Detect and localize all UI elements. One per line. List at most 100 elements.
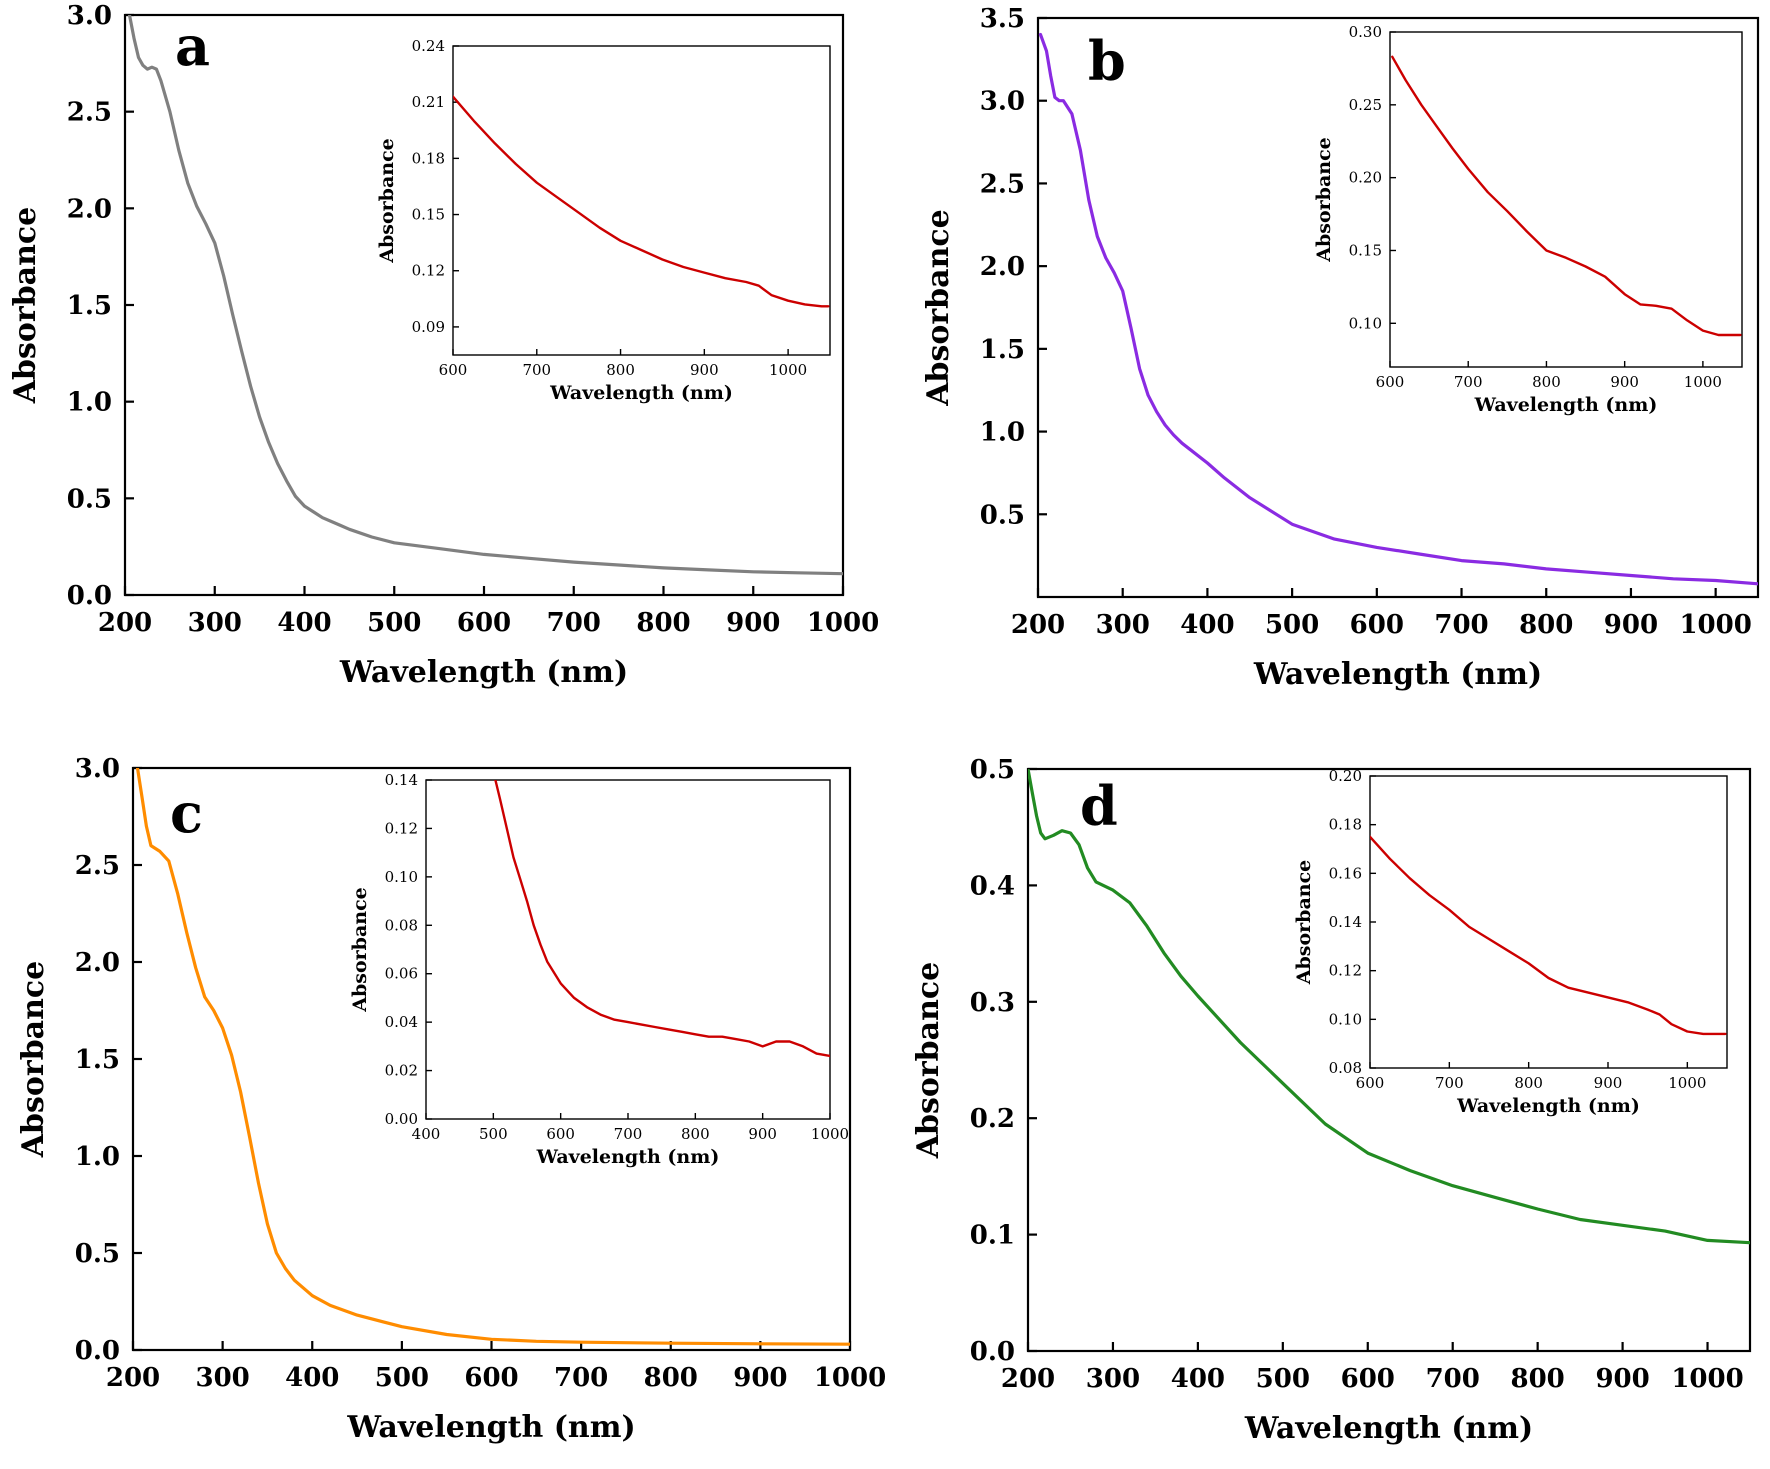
- inset-x-axis-title: Wavelength (nm): [549, 382, 733, 404]
- inset-x-tick-label: 1000: [1684, 373, 1722, 391]
- y-tick-label: 2.0: [75, 948, 120, 978]
- x-tick-label: 900: [726, 608, 780, 638]
- inset-y-tick-label: 0.04: [385, 1013, 418, 1031]
- inset-x-tick-label: 900: [1594, 1074, 1623, 1092]
- inset-y-tick-label: 0.20: [1329, 767, 1362, 785]
- inset-y-axis-title: Absorbance: [1313, 137, 1335, 262]
- inset-background: [1390, 32, 1742, 367]
- x-tick-label: 800: [644, 1363, 698, 1393]
- inset-x-tick-label: 1000: [769, 361, 807, 379]
- inset-x-tick-label: 500: [479, 1125, 508, 1143]
- inset-y-tick-label: 0.02: [385, 1062, 418, 1080]
- inset-x-tick-label: 1000: [1668, 1074, 1706, 1092]
- y-tick-label: 2.5: [67, 98, 112, 128]
- x-tick-label: 400: [277, 608, 331, 638]
- inset-plot-frame: [452, 45, 831, 356]
- x-tick-label: 700: [554, 1363, 608, 1393]
- x-tick-label: 1000: [1679, 610, 1751, 640]
- x-tick-label: 300: [1086, 1364, 1140, 1394]
- x-tick-label: 700: [547, 608, 601, 638]
- inset-y-axis-title: Absorbance: [349, 887, 371, 1012]
- x-tick-label: 300: [188, 608, 242, 638]
- inset-x-tick-label: 900: [1610, 373, 1639, 391]
- x-tick-label: 800: [636, 608, 690, 638]
- x-tick-label: 600: [1350, 610, 1404, 640]
- inset-x-tick-label: 600: [546, 1125, 575, 1143]
- absorbance-line-a: [127, 15, 843, 576]
- inset-x-tick-label: 1000: [811, 1125, 849, 1143]
- y-tick-label: 0.5: [970, 755, 1015, 785]
- inset-y-tick-label: 0.30: [1349, 23, 1382, 41]
- x-tick-label: 900: [1595, 1364, 1649, 1394]
- y-tick-label: 1.5: [67, 291, 112, 321]
- panel-letter-d: d: [1080, 774, 1118, 838]
- inset-x-tick-label: 600: [1376, 373, 1405, 391]
- x-tick-label: 400: [285, 1363, 339, 1393]
- inset-y-tick-label: 0.08: [385, 916, 418, 934]
- inset-y-tick-label: 0.09: [412, 318, 445, 336]
- inset-y-tick-label: 0.12: [385, 819, 418, 837]
- inset-x-axis-title: Wavelength (nm): [536, 1146, 720, 1168]
- y-tick-label: 0.0: [75, 1336, 120, 1366]
- inset-y-tick-label: 0.14: [1329, 913, 1362, 931]
- inset-y-tick-label: 0.15: [412, 206, 445, 224]
- x-tick-label: 900: [733, 1363, 787, 1393]
- x-tick-label: 700: [1434, 610, 1488, 640]
- y-tick-label: 3.0: [75, 754, 120, 784]
- inset-y-tick-label: 0.25: [1349, 96, 1382, 114]
- x-axis-title: Wavelength (nm): [1253, 657, 1542, 692]
- plot-frame: [1036, 16, 1760, 599]
- y-tick-label: 3.0: [67, 1, 112, 31]
- panel-letter-c: c: [170, 781, 203, 845]
- inset-y-tick-label: 0.12: [1329, 962, 1362, 980]
- absorbance-line-b: [1038, 32, 1758, 586]
- x-tick-label: 1000: [1671, 1364, 1743, 1394]
- x-tick-label: 200: [98, 608, 152, 638]
- x-tick-label: 500: [375, 1363, 429, 1393]
- y-tick-label: 2.5: [75, 851, 120, 881]
- inset-y-tick-label: 0.08: [1329, 1059, 1362, 1077]
- inset-x-axis-title: Wavelength (nm): [1456, 1095, 1640, 1117]
- inset-x-tick-label: 700: [1435, 1074, 1464, 1092]
- y-axis-title: Absorbance: [921, 209, 956, 407]
- y-tick-label: 0.5: [67, 484, 112, 514]
- x-tick-label: 600: [464, 1363, 518, 1393]
- inset-y-tick-label: 0.24: [412, 37, 445, 55]
- inset-plot-frame: [1389, 31, 1743, 368]
- y-tick-label: 0.2: [970, 1104, 1015, 1134]
- inset-y-tick-label: 0.16: [1329, 864, 1362, 882]
- plot-frame: [1026, 767, 1752, 1353]
- panel-d: 200 300 400 500 600 700 800 900 1000 0.0 0.1 0.2 0.3…: [911, 755, 1752, 1446]
- inset-x-tick-label: 600: [1356, 1074, 1385, 1092]
- inset-x-tick-label: 700: [614, 1125, 643, 1143]
- panel-letter-b: b: [1088, 29, 1126, 93]
- x-tick-label: 300: [195, 1363, 249, 1393]
- x-axis-title: Wavelength (nm): [1244, 1411, 1533, 1446]
- x-tick-label: 200: [1011, 610, 1065, 640]
- y-tick-label: 1.0: [75, 1142, 120, 1172]
- x-tick-label: 200: [106, 1363, 160, 1393]
- absorbance-line-c: [135, 768, 850, 1346]
- x-tick-label: 800: [1519, 610, 1573, 640]
- inset-x-tick-label: 600: [439, 361, 468, 379]
- x-axis-title: Wavelength (nm): [339, 655, 628, 690]
- inset-y-tick-label: 0.21: [412, 93, 445, 111]
- inset-y-tick-label: 0.10: [385, 868, 418, 886]
- x-tick-label: 300: [1096, 610, 1150, 640]
- inset-y-tick-label: 0.15: [1349, 241, 1382, 259]
- inset-x-tick-label: 700: [522, 361, 551, 379]
- inset-y-axis-title: Absorbance: [1293, 860, 1315, 985]
- inset-x-tick-label: 900: [690, 361, 719, 379]
- inset-y-axis-title: Absorbance: [376, 138, 398, 263]
- panel-c: 200 300 400 500 600 700 800 900 1000 0.0 0.5 1.0 1.5…: [16, 754, 886, 1445]
- inset-a: 600 700 800 900 1000 0.09 0.12 0.15 0.18 0.21 0.24…: [376, 37, 831, 404]
- inset-absorbance-line-a: [453, 95, 830, 308]
- y-tick-label: 3.0: [980, 87, 1025, 117]
- inset-absorbance-line-d: [1370, 835, 1727, 1036]
- inset-x-tick-label: 700: [1454, 373, 1483, 391]
- panel-b: 200 300 400 500 600 700 800 900 1000 0.5 1.0 1.5 2.0…: [921, 4, 1760, 692]
- y-tick-label: 0.5: [980, 500, 1025, 530]
- inset-x-tick-label: 400: [412, 1125, 441, 1143]
- inset-absorbance-line-b: [1391, 55, 1742, 337]
